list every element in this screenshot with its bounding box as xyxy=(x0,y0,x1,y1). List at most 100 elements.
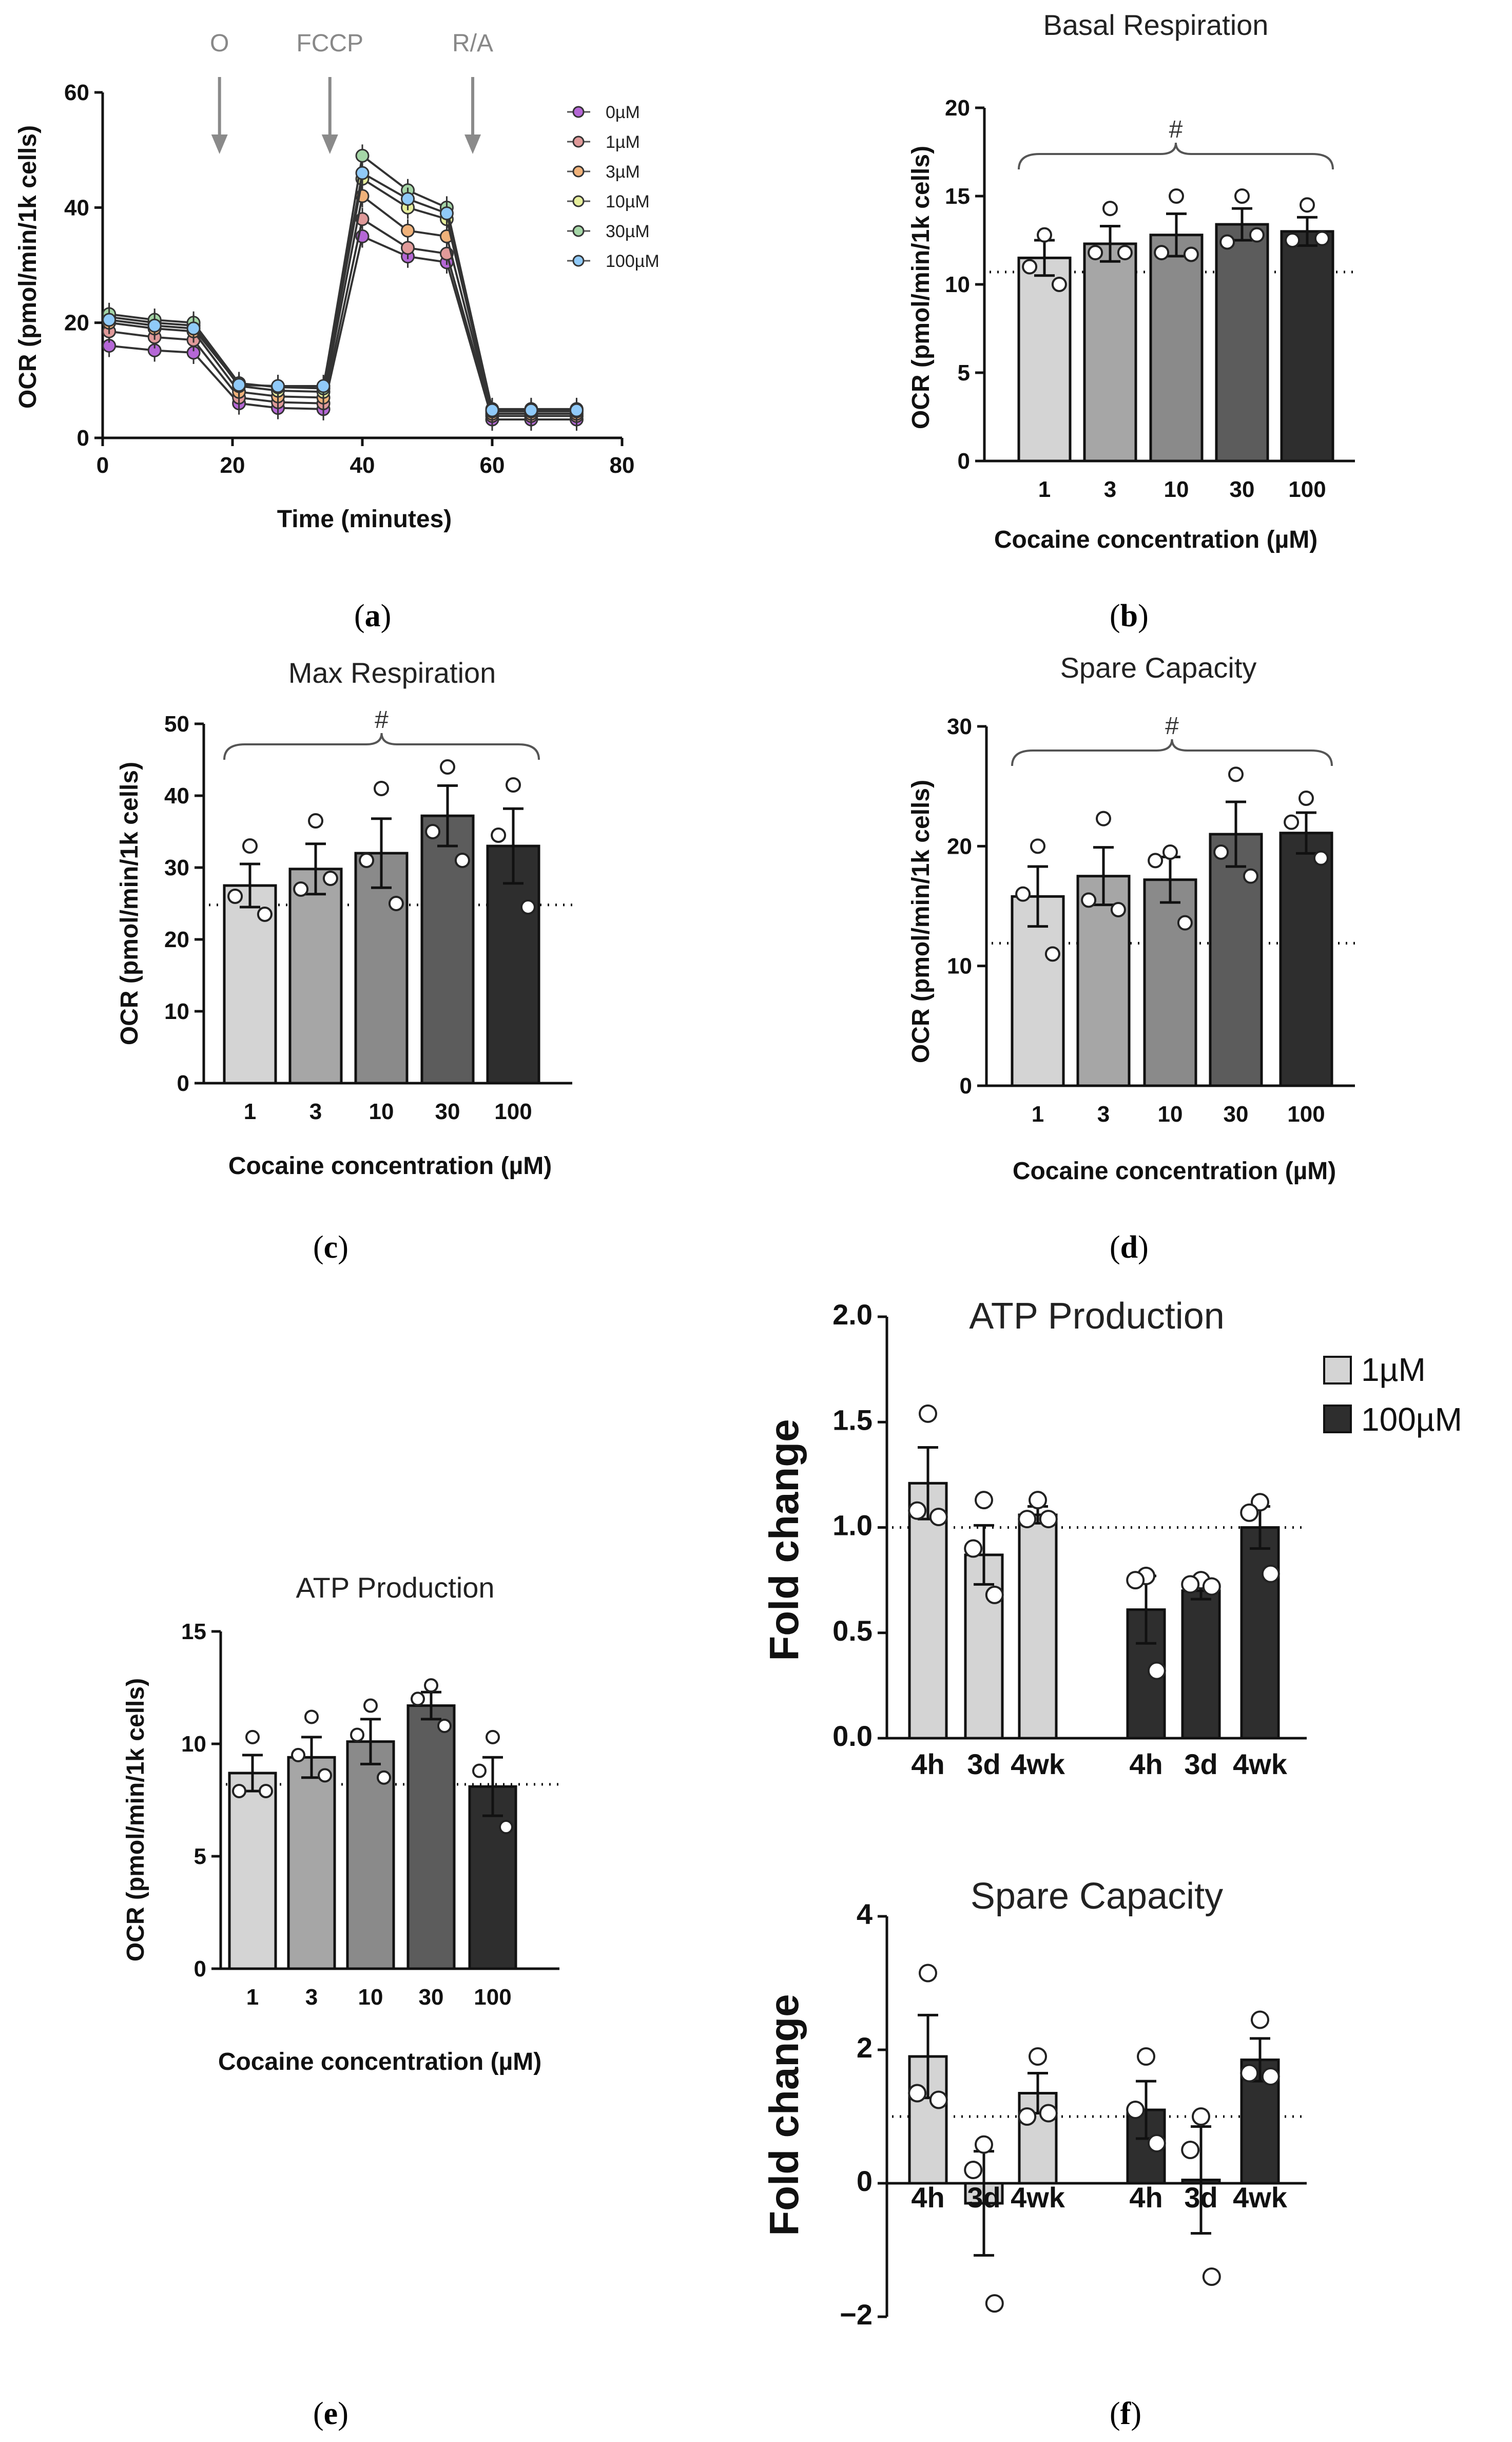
f1-x-tick-label: 4h xyxy=(1129,1748,1162,1780)
a-data-point xyxy=(147,318,162,333)
f1-x-tick-label: 3d xyxy=(967,1748,1000,1780)
f1-x-tick-label: 4h xyxy=(911,1748,944,1780)
a-x-axis-label: Time (minutes) xyxy=(277,506,452,533)
c-significance-bracket xyxy=(223,733,540,760)
d-x-axis-label: Cocaine concentration (µM) xyxy=(1013,1158,1336,1185)
b-data-point xyxy=(1249,227,1265,243)
d-data-point xyxy=(1243,868,1258,884)
f2-data-point xyxy=(1261,2067,1280,2086)
e-x-tick-label: 3 xyxy=(305,1985,318,2010)
e-data-point xyxy=(304,1709,319,1724)
d-data-point xyxy=(1313,850,1329,866)
panel-c-bar-chart: Max Respiration 0 10 20 30 40 50 1 3 10 30 100 # Co… xyxy=(116,657,572,1180)
c-data-point xyxy=(293,881,309,897)
c-data-point xyxy=(227,889,243,904)
b-y-tick-label: 0 xyxy=(958,449,970,474)
c-data-point xyxy=(520,899,536,915)
f1-data-point xyxy=(964,1539,983,1558)
d-y-tick-label: 10 xyxy=(947,954,972,979)
a-legend-label: 0µM xyxy=(606,103,640,122)
d-data-point xyxy=(1081,892,1097,908)
d-bar xyxy=(1279,832,1333,1087)
f1-data-point xyxy=(1240,1503,1259,1522)
panel-label-e-letter: e xyxy=(324,2396,338,2431)
f2-data-point xyxy=(1251,2010,1269,2029)
e-bar xyxy=(406,1704,456,1970)
e-x-tick-label: 30 xyxy=(419,1985,444,2010)
f1-data-point xyxy=(1126,1571,1145,1590)
e-data-point xyxy=(363,1698,378,1713)
f-legend-label-100um: 100µM xyxy=(1361,1401,1462,1438)
a-annotation-arrow-head xyxy=(464,134,481,154)
a-legend-marker xyxy=(572,165,585,178)
b-data-point xyxy=(1183,246,1199,262)
b-bar xyxy=(1215,223,1269,463)
f1-data-point xyxy=(1181,1575,1200,1594)
d-bar xyxy=(1011,895,1065,1087)
f2-y-tick-label: 4 xyxy=(857,1898,873,1930)
d-data-point xyxy=(1044,946,1060,962)
f1-data-point xyxy=(1147,1661,1166,1680)
a-data-point xyxy=(401,192,415,206)
f2-x-tick-label: 4h xyxy=(911,2181,944,2214)
e-data-point xyxy=(499,1820,513,1835)
a-data-point xyxy=(316,379,331,393)
f2-data-point xyxy=(964,2161,983,2179)
c-data-point xyxy=(242,838,258,854)
a-annotation-arrow-head xyxy=(321,134,338,154)
c-data-point xyxy=(257,907,273,922)
f1-y-tick-label: 2.0 xyxy=(832,1298,873,1331)
a-legend-label: 30µM xyxy=(606,222,650,241)
f2-data-point xyxy=(1039,2104,1058,2123)
a-y-axis-label: OCR (pmol/min/1k cells) xyxy=(14,125,42,409)
f2-data-point xyxy=(919,1964,937,1983)
a-legend: 0µM 1µM 3µM 10µM 30µM 100µM xyxy=(567,103,660,271)
d-x-tick-label: 100 xyxy=(1287,1102,1325,1127)
e-data-point xyxy=(245,1729,260,1744)
a-data-point xyxy=(355,166,370,180)
c-data-point xyxy=(425,824,441,839)
f-legend-swatch-1um xyxy=(1323,1356,1352,1385)
a-annotation-label: O xyxy=(210,30,229,57)
a-annotation-label: FCCP xyxy=(296,30,363,57)
f2-data-point xyxy=(1137,2047,1155,2066)
d-x-tick-label: 1 xyxy=(1032,1102,1044,1127)
a-data-point xyxy=(401,241,415,255)
b-x-tick-label: 1 xyxy=(1038,477,1051,502)
e-data-point xyxy=(486,1729,500,1744)
f-legend-label-1um: 1µM xyxy=(1361,1351,1426,1388)
f1-data-point xyxy=(1018,1510,1037,1529)
d-x-tick-label: 3 xyxy=(1097,1102,1110,1127)
c-x-tick-label: 100 xyxy=(494,1099,532,1124)
a-x-tick-label: 80 xyxy=(610,453,635,478)
f2-title: Spare Capacity xyxy=(971,1876,1223,1917)
f2-data-point xyxy=(975,2135,993,2154)
c-data-point xyxy=(388,896,404,911)
d-significance-marker: # xyxy=(1165,713,1179,740)
f-legend: 1µM 100µM xyxy=(1323,1351,1462,1438)
f-legend-swatch-100um xyxy=(1323,1405,1352,1433)
d-data-point xyxy=(1298,791,1314,806)
a-y-tick-label: 0 xyxy=(77,426,89,451)
f1-data-point xyxy=(985,1585,1004,1604)
c-y-axis-label: OCR (pmol/min/1k cells) xyxy=(116,762,143,1045)
a-x-tick-label: 60 xyxy=(480,453,505,478)
d-data-point xyxy=(1096,811,1111,826)
a-data-point xyxy=(401,223,415,238)
f1-data-point xyxy=(1202,1577,1221,1596)
a-series-line xyxy=(109,217,577,417)
b-data-point xyxy=(1051,277,1067,292)
f1-data-point xyxy=(919,1404,937,1423)
d-y-tick-label: 30 xyxy=(947,714,972,739)
f1-plot: 0.0 0.5 1.0 1.5 2.0 4h 3d 4wk 4h 3d 4wk xyxy=(832,1298,1307,1780)
b-data-point xyxy=(1300,197,1315,213)
a-legend-marker xyxy=(572,136,585,148)
b-title: Basal Respiration xyxy=(1043,9,1269,41)
d-bar xyxy=(1143,878,1197,1087)
f1-y-tick-label: 0.5 xyxy=(832,1614,873,1647)
c-data-point xyxy=(359,853,375,868)
panel-a-line-chart: O FCCP R/A 0 20 40 60 80 0 20 40 60 Time (minutes)… xyxy=(14,30,660,533)
panel-b-bar-chart: Basal Respiration 0 5 10 15 20 1 3 10 30 100 # Coc… xyxy=(907,9,1355,553)
b-x-tick-label: 30 xyxy=(1230,477,1255,502)
